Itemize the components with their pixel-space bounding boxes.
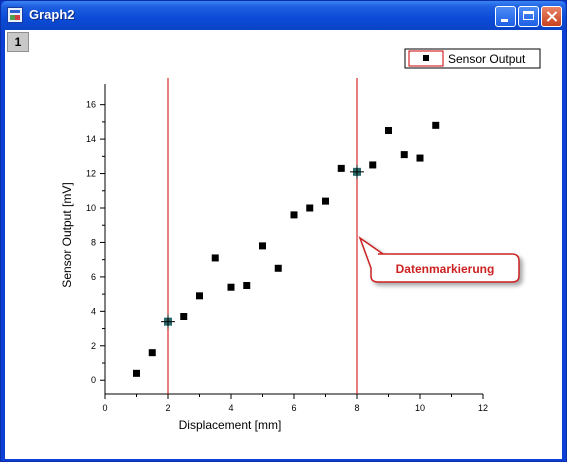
y-tick-label: 12: [86, 169, 96, 179]
y-tick-label: 14: [86, 134, 96, 144]
data-point[interactable]: [274, 264, 282, 272]
graph-page[interactable]: 1 0 2 4 6 8 10 12 0 2 4 6 8 10 12 14 16 Displacement [m…: [5, 30, 562, 459]
data-point[interactable]: [385, 127, 392, 134]
legend-symbol: [423, 55, 429, 61]
data-point[interactable]: [148, 349, 156, 357]
data-point[interactable]: [180, 313, 188, 320]
minimize-icon: [501, 19, 508, 22]
x-tick-label: 0: [102, 403, 107, 413]
title-bar[interactable]: Graph2: [1, 1, 566, 30]
y-tick-label: 4: [91, 306, 96, 316]
minimize-button[interactable]: [495, 6, 516, 27]
data-point[interactable]: [337, 164, 345, 172]
x-tick-label: 2: [165, 403, 170, 413]
legend[interactable]: Sensor Output: [404, 48, 541, 69]
y-axis-label[interactable]: Sensor Output [mV]: [60, 182, 74, 287]
y-tick-label: 8: [91, 237, 96, 247]
data-point[interactable]: [432, 121, 440, 129]
data-point[interactable]: [243, 282, 251, 289]
data-point[interactable]: [290, 211, 298, 219]
x-tick-label: 10: [415, 403, 425, 413]
data-point[interactable]: [196, 292, 203, 300]
scatter-chart[interactable]: 0 2 4 6 8 10 12 0 2 4 6 8 10 12 14 16 Displacement [mm]…: [5, 30, 562, 459]
y-tick-label: 16: [86, 100, 96, 110]
data-point[interactable]: [416, 154, 424, 162]
x-tick-label: 4: [228, 403, 233, 413]
close-icon: [542, 7, 561, 26]
legend-box: [404, 48, 541, 69]
x-tick-label: 12: [478, 403, 488, 413]
x-tick-label: 6: [291, 403, 296, 413]
y-tick-label: 10: [86, 203, 96, 213]
graph-window-icon[interactable]: [7, 7, 23, 23]
data-point[interactable]: [400, 151, 408, 159]
maximize-icon: [523, 11, 534, 20]
layer-tab[interactable]: 1: [7, 32, 29, 52]
vertical-markers[interactable]: [167, 78, 358, 394]
y-tick-label: 0: [91, 375, 96, 385]
data-point[interactable]: [369, 161, 377, 169]
maximize-button[interactable]: [518, 6, 539, 27]
data-point[interactable]: [306, 204, 314, 212]
legend-symbol-frame: [408, 50, 444, 67]
data-point[interactable]: [322, 197, 329, 205]
x-axis-label[interactable]: Displacement [mm]: [179, 418, 282, 432]
data-point[interactable]: [227, 283, 235, 291]
x-tick-label: 8: [354, 403, 359, 413]
callout-shape: [358, 236, 520, 283]
data-point[interactable]: [133, 369, 140, 377]
legend-label: Sensor Output: [448, 52, 526, 66]
data-point[interactable]: [211, 254, 219, 262]
chart-ticks: 0 2 4 6 8 10 12 0 2 4 6 8 10 12 14 16: [86, 100, 488, 413]
callout-label: Datenmarkierung: [396, 262, 495, 276]
y-tick-label: 6: [91, 272, 96, 282]
marked-points[interactable]: [161, 164, 364, 329]
data-point[interactable]: [259, 242, 266, 250]
data-points[interactable]: [133, 121, 440, 377]
window-title: Graph2: [29, 7, 75, 22]
annotation-callout[interactable]: Datenmarkierung: [358, 236, 520, 283]
close-button[interactable]: [541, 6, 562, 27]
chart-axes: [104, 84, 483, 395]
y-tick-label: 2: [91, 341, 96, 351]
